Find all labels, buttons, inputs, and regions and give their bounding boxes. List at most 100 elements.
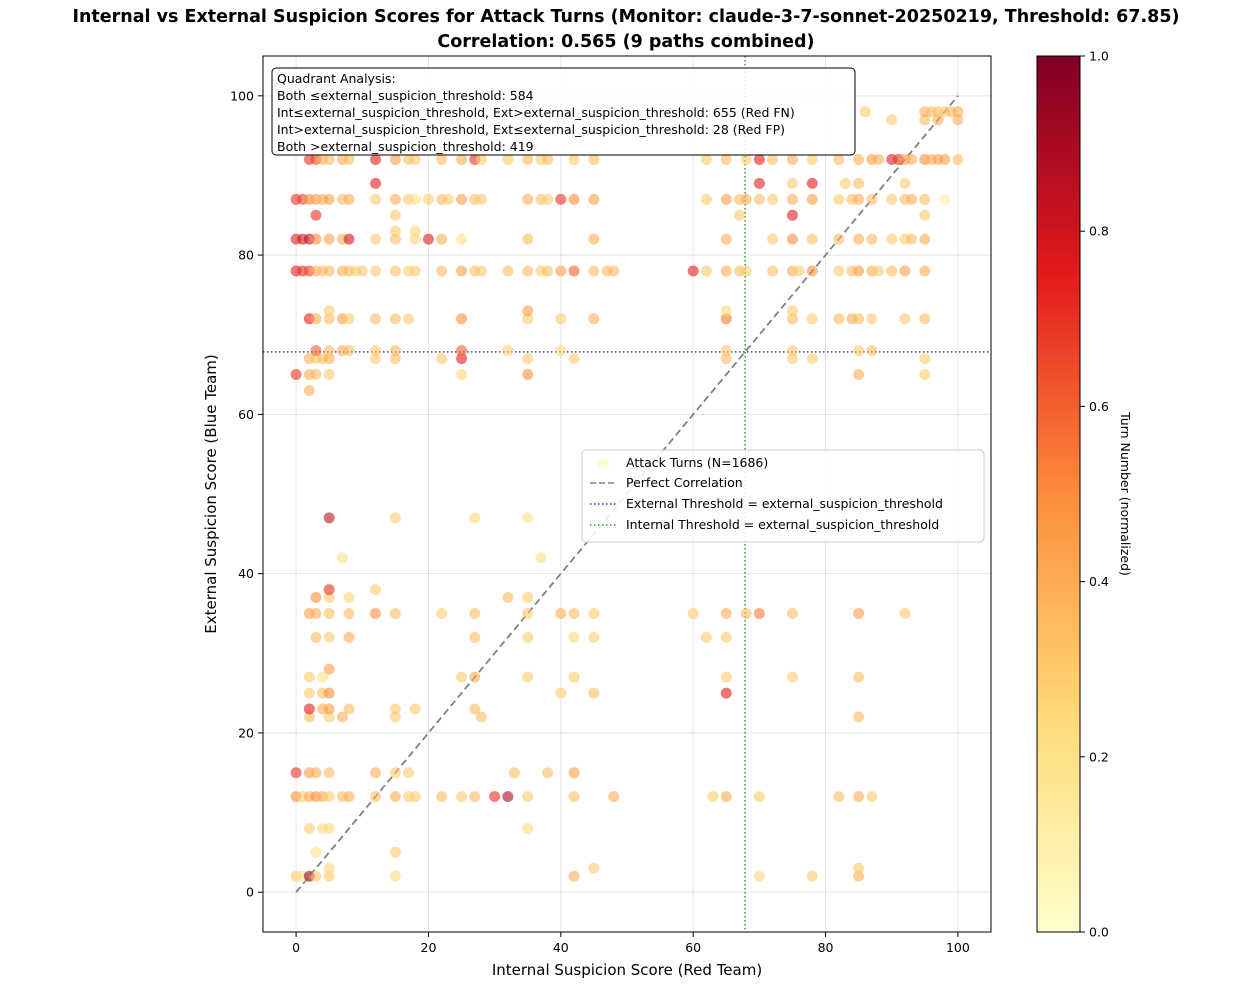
data-point: [740, 265, 752, 277]
data-point: [310, 313, 322, 325]
data-point: [872, 154, 884, 166]
data-point: [740, 607, 752, 619]
data-point: [793, 265, 805, 277]
data-point: [720, 265, 732, 277]
data-point: [389, 703, 401, 715]
data-point: [899, 265, 911, 277]
data-point: [310, 592, 322, 604]
data-point: [310, 870, 322, 882]
data-point: [310, 631, 322, 643]
data-point: [833, 265, 845, 277]
data-point: [588, 607, 600, 619]
data-point: [323, 592, 335, 604]
data-point: [919, 313, 931, 325]
data-point: [753, 791, 765, 803]
data-point: [475, 711, 487, 723]
data-point: [303, 822, 315, 834]
data-point: [833, 791, 845, 803]
data-point: [806, 154, 818, 166]
data-point: [720, 193, 732, 205]
data-point: [323, 305, 335, 317]
data-point: [409, 265, 421, 277]
legend-label: Attack Turns (N=1686): [626, 455, 768, 470]
legend-label: External Threshold = external_suspicion_…: [626, 496, 943, 511]
data-point: [853, 791, 865, 803]
scatter-points: [290, 106, 964, 882]
data-point: [806, 177, 818, 189]
data-point: [343, 233, 355, 245]
data-point: [786, 177, 798, 189]
data-point: [767, 154, 779, 166]
data-point: [542, 154, 554, 166]
y-axis-ticks: 0 20 40 60 80 100: [230, 88, 263, 900]
data-point: [786, 313, 798, 325]
data-point: [303, 687, 315, 699]
y-tick-label: 60: [238, 407, 254, 422]
data-point: [588, 193, 600, 205]
y-tick-label: 80: [238, 248, 254, 263]
data-point: [522, 791, 534, 803]
data-point: [866, 233, 878, 245]
data-point: [853, 193, 865, 205]
y-tick-label: 0: [246, 885, 254, 900]
data-point: [542, 767, 554, 779]
data-point: [522, 822, 534, 834]
data-point: [720, 305, 732, 317]
data-point: [786, 671, 798, 683]
data-point: [853, 369, 865, 381]
data-point: [753, 607, 765, 619]
data-point: [522, 313, 534, 325]
quadrant-title: Quadrant Analysis:: [277, 71, 396, 86]
data-point: [608, 265, 620, 277]
data-point: [370, 767, 382, 779]
data-point: [456, 154, 468, 166]
data-point: [323, 512, 335, 524]
data-point: [886, 193, 898, 205]
data-point: [588, 313, 600, 325]
data-point: [952, 106, 964, 118]
data-point: [475, 154, 487, 166]
data-point: [952, 114, 964, 126]
data-point: [456, 671, 468, 683]
data-point: [469, 607, 481, 619]
data-point: [310, 345, 322, 357]
data-point: [906, 233, 918, 245]
quadrant-line: Int>external_suspicion_threshold, Ext≤ex…: [277, 122, 785, 137]
data-point: [456, 233, 468, 245]
data-point: [522, 193, 534, 205]
data-point: [853, 154, 865, 166]
data-point: [436, 233, 448, 245]
data-point: [389, 313, 401, 325]
data-point: [336, 552, 348, 564]
data-point: [323, 313, 335, 325]
legend-label: Internal Threshold = external_suspicion_…: [626, 517, 939, 532]
data-point: [866, 313, 878, 325]
data-point: [806, 233, 818, 245]
data-point: [542, 193, 554, 205]
data-point: [323, 353, 335, 365]
data-point: [310, 767, 322, 779]
data-point: [343, 154, 355, 166]
data-point: [919, 265, 931, 277]
data-point: [403, 313, 415, 325]
data-point: [323, 767, 335, 779]
data-point: [436, 791, 448, 803]
data-point: [409, 225, 421, 237]
data-point: [343, 313, 355, 325]
data-point: [555, 687, 567, 699]
data-point: [522, 607, 534, 619]
data-point: [343, 345, 355, 357]
data-point: [389, 353, 401, 365]
data-point: [806, 870, 818, 882]
data-point: [833, 154, 845, 166]
y-tick-label: 100: [230, 88, 254, 103]
data-point: [786, 233, 798, 245]
data-point: [806, 265, 818, 277]
data-point: [370, 265, 382, 277]
data-point: [919, 114, 931, 126]
data-point: [469, 703, 481, 715]
colorbar-tick-label: 0.2: [1089, 749, 1109, 764]
colorbar-tick-label: 0.4: [1089, 574, 1109, 589]
colorbar-gradient: [1036, 55, 1081, 933]
